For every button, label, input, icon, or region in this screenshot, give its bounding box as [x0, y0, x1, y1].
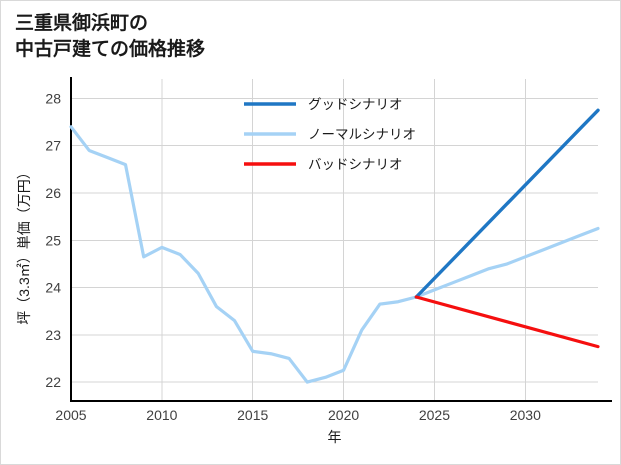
legend-label: ノーマルシナリオ — [308, 127, 416, 142]
y-tick-label: 28 — [45, 90, 61, 106]
y-tick-label: 25 — [45, 232, 61, 248]
y-tick-label: 24 — [45, 280, 61, 296]
series-lines — [69, 108, 600, 384]
x-tick-label: 2025 — [419, 407, 450, 423]
x-tick-label: 2020 — [328, 407, 359, 423]
series-line — [69, 125, 600, 384]
y-axis-ticks: 22 23 24 25 26 27 28 — [45, 90, 61, 390]
y-axis-title: 坪（3.3㎡）単価（万円） — [16, 165, 32, 324]
y-tick-label: 27 — [45, 138, 61, 154]
x-tick-label: 2030 — [510, 407, 541, 423]
y-tick-label: 23 — [45, 327, 61, 343]
x-tick-label: 2010 — [146, 407, 177, 423]
x-tick-label: 2005 — [55, 407, 86, 423]
series-line — [414, 295, 600, 349]
series-line — [414, 108, 600, 299]
y-tick-label: 22 — [45, 374, 61, 390]
axis-lines — [69, 77, 612, 403]
page-title: 三重県御浜町の 中古戸建ての価格推移 — [15, 13, 206, 60]
legend-label: グッドシナリオ — [308, 97, 403, 112]
x-axis-title: 年 — [328, 429, 342, 445]
y-tick-label: 26 — [45, 185, 61, 201]
x-axis-ticks: 2005 2010 2015 2020 2025 2030 — [55, 407, 541, 423]
legend-label: バッドシナリオ — [308, 157, 403, 172]
x-tick-label: 2015 — [237, 407, 268, 423]
